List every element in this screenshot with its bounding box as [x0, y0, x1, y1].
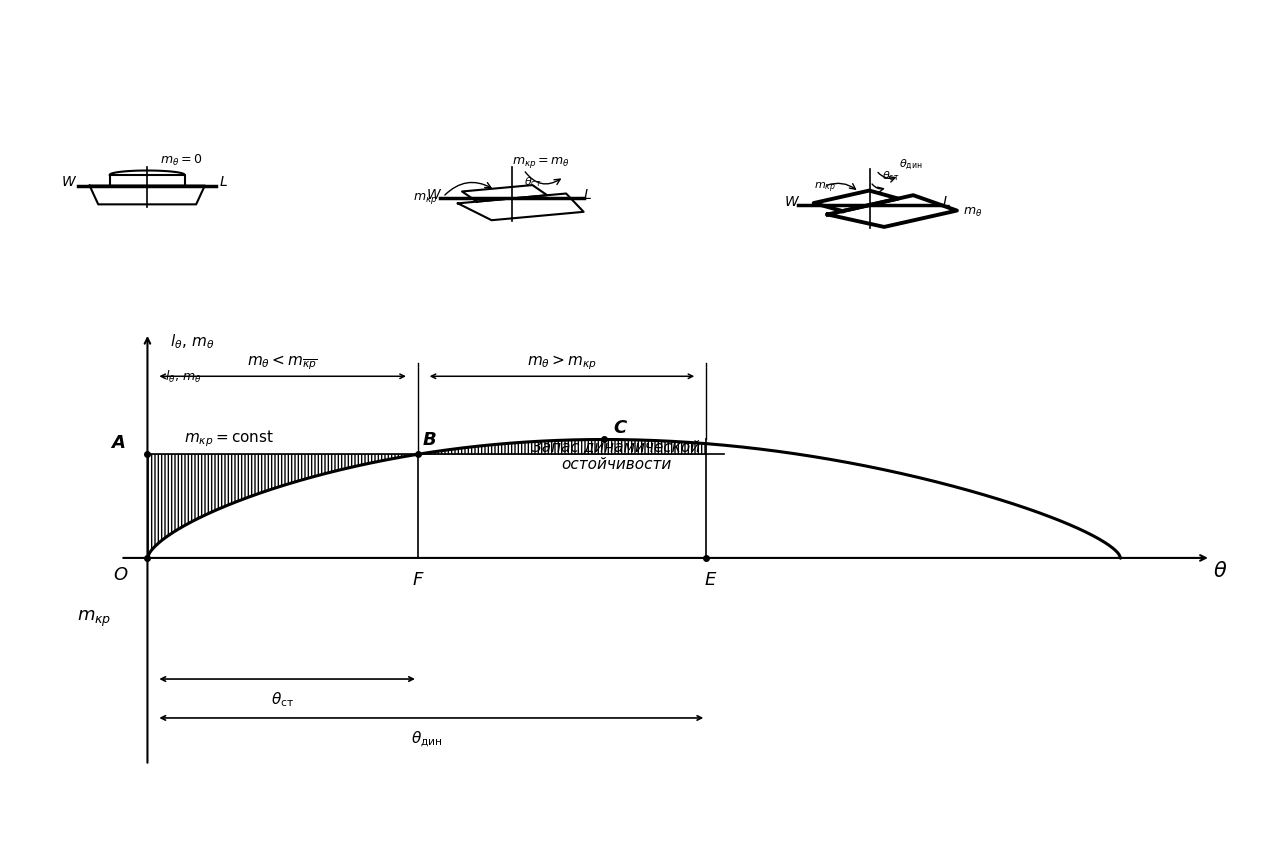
Text: L: L: [584, 189, 591, 202]
Text: F: F: [412, 571, 422, 589]
Text: $\theta_{\rm дин}$: $\theta_{\rm дин}$: [900, 157, 923, 172]
Text: B: B: [422, 431, 436, 449]
Text: A: A: [111, 434, 125, 452]
Text: $m_{\kappa p}=\mathrm{const}$: $m_{\kappa p}=\mathrm{const}$: [0, 145, 4, 212]
Text: $\theta_{\rm дин}$: $\theta_{\rm дин}$: [411, 728, 443, 749]
Text: $m_{\kappa p}=\mathrm{const}$: $m_{\kappa p}=\mathrm{const}$: [183, 428, 274, 449]
Text: E: E: [705, 571, 717, 589]
Text: $m_\theta=0$: $m_\theta=0$: [160, 153, 202, 169]
Text: $\theta_{\rm ст}$: $\theta_{\rm ст}$: [882, 170, 900, 183]
Text: $m_{\theta}>m_{\kappa p}$: $m_{\theta}>m_{\kappa p}$: [527, 353, 596, 372]
Text: W: W: [785, 195, 799, 208]
Text: $\theta_{\rm ст}$: $\theta_{\rm ст}$: [524, 176, 541, 189]
Text: W: W: [426, 189, 440, 202]
Text: W: W: [61, 176, 76, 189]
Text: $m_{\kappa p}$: $m_{\kappa p}$: [814, 180, 836, 195]
Text: C: C: [613, 420, 626, 438]
Text: L: L: [942, 195, 950, 208]
Text: L: L: [219, 176, 227, 189]
Text: $\theta_{\rm ст}$: $\theta_{\rm ст}$: [271, 690, 294, 708]
Text: $l_{\theta},\,m_{\theta}$: $l_{\theta},\,m_{\theta}$: [165, 368, 202, 385]
Text: $\theta$: $\theta$: [1212, 561, 1228, 581]
Text: $m_{\theta}<m_{\overline{\kappa p}}$: $m_{\theta}<m_{\overline{\kappa p}}$: [247, 353, 317, 372]
Text: $l_{\theta},\,m_{\theta}$: $l_{\theta},\,m_{\theta}$: [170, 332, 215, 351]
Text: $m_{\kappa p}$: $m_{\kappa p}$: [77, 608, 111, 629]
Text: O: O: [114, 567, 128, 584]
Text: Запас динамической
остойчивости: Запас динамической остойчивости: [532, 439, 700, 471]
Text: $m_{\kappa p}=m_\theta$: $m_{\kappa p}=m_\theta$: [512, 155, 570, 170]
Text: $m_{\kappa p}$: $m_{\kappa p}$: [412, 191, 438, 206]
Text: $m_\theta$: $m_\theta$: [963, 206, 982, 219]
